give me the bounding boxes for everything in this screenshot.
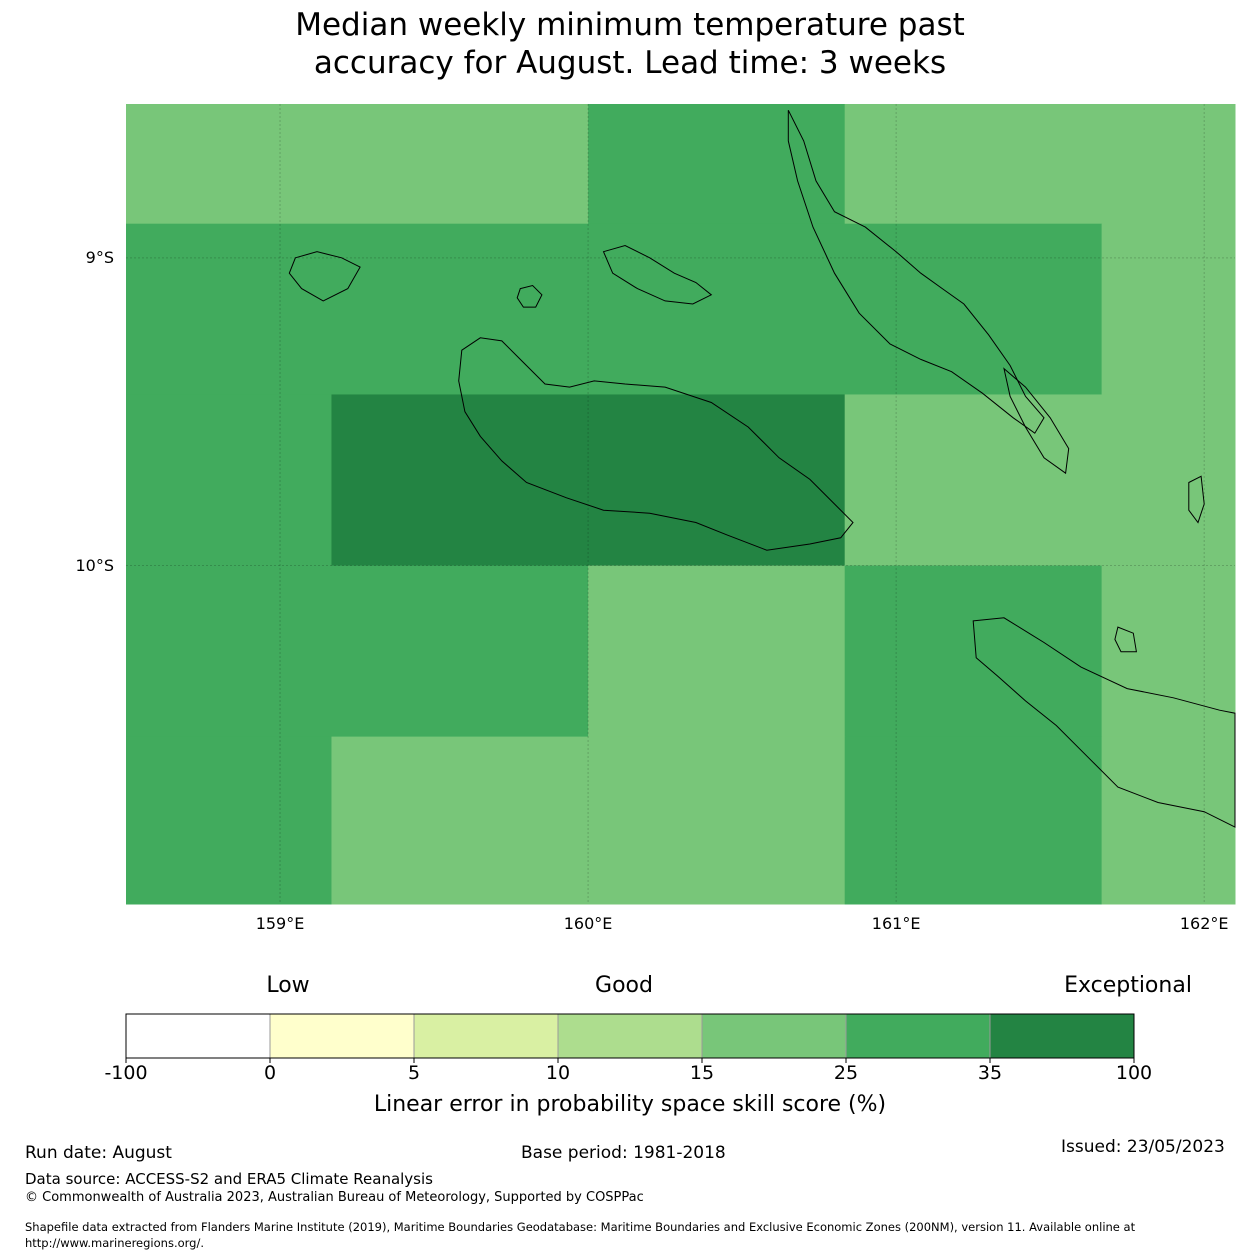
- coastline-savo: [516, 284, 543, 308]
- skill-grid: [126, 104, 1236, 905]
- colorbar-tick-label: 15: [689, 1062, 715, 1084]
- legend-label-exceptional: Exceptional: [1064, 973, 1192, 998]
- colorbar-tick-label: 0: [263, 1062, 277, 1084]
- colorbar-tick-label: 10: [545, 1062, 571, 1084]
- grid-cell: [1101, 736, 1236, 905]
- legend-label-good: Good: [595, 973, 653, 998]
- grid-cell: [331, 394, 846, 567]
- map-title: Median weekly minimum temperature past a…: [0, 6, 1260, 82]
- grid-cell: [844, 394, 1236, 567]
- grid-cell: [126, 736, 332, 905]
- latitude-label: 10°S: [75, 555, 114, 575]
- grid-cell: [126, 223, 1103, 395]
- coastline-florida-islands: [602, 244, 713, 305]
- grid-cell: [1101, 223, 1236, 395]
- colorbar-tick-label: -100: [104, 1062, 148, 1084]
- run-date: Run date: August: [25, 1143, 172, 1163]
- grid-cell: [331, 736, 846, 905]
- grid-cell: [126, 565, 589, 738]
- shapefile-credit: Shapefile data extracted from Flanders M…: [25, 1220, 1136, 1234]
- copyright: © Commonwealth of Australia 2023, Austra…: [25, 1190, 644, 1205]
- coastline-small-malaita: [1003, 367, 1070, 475]
- coastline-ulawa: [1188, 475, 1205, 524]
- colorbar-tick-label: 35: [977, 1062, 1003, 1084]
- map-title-line1: Median weekly minimum temperature past: [295, 7, 965, 43]
- grid-cell: [844, 736, 1103, 905]
- colorbar-tick-label: 100: [1115, 1062, 1153, 1084]
- data-source: Data source: ACCESS-S2 and ERA5 Climate …: [25, 1170, 433, 1188]
- coastline-malaita: [787, 109, 1045, 434]
- colorbar-tick-label: 25: [833, 1062, 859, 1084]
- longitude-label: 162°E: [1179, 914, 1229, 933]
- grid-cell: [126, 104, 589, 225]
- coastlines: [288, 109, 1236, 828]
- grid-cell: [844, 565, 1103, 738]
- grid-cell: [844, 104, 1236, 225]
- colorbar-title: Linear error in probability space skill …: [373, 1092, 887, 1117]
- coastline-makira: [972, 617, 1236, 828]
- longitude-label: 161°E: [871, 914, 921, 933]
- coastline-ugi: [1114, 626, 1137, 653]
- grid-cell: [126, 394, 332, 567]
- colorbar-tick-label: 5: [407, 1062, 421, 1084]
- grid-cell: [588, 104, 846, 225]
- legend-label-low: Low: [266, 973, 310, 998]
- map-title-line2: accuracy for August. Lead time: 3 weeks: [313, 45, 947, 81]
- longitude-label: 159°E: [255, 914, 305, 933]
- latitude-label: 9°S: [85, 247, 114, 267]
- longitude-label: 160°E: [563, 914, 613, 933]
- grid-cell: [588, 565, 846, 738]
- base-period: Base period: 1981-2018: [521, 1143, 726, 1163]
- coastline-russell-islands: [288, 251, 361, 302]
- shapefile-url: http://www.marineregions.org/.: [25, 1236, 204, 1250]
- issued-date: Issued: 23/05/2023: [1061, 1137, 1225, 1157]
- coastline-guadalcanal: [458, 337, 854, 551]
